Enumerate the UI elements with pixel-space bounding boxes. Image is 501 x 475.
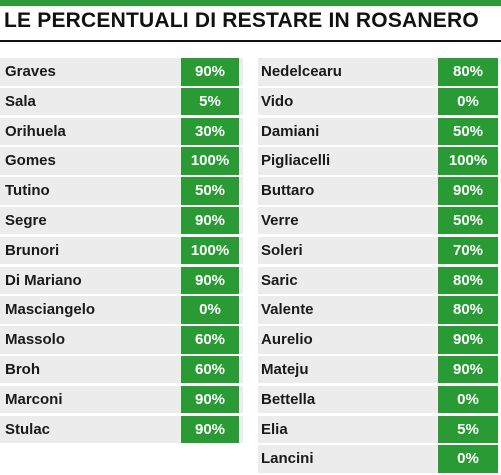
player-name: Massolo — [5, 331, 66, 349]
player-name: Lancini — [261, 450, 314, 468]
player-name: Segre — [5, 211, 47, 229]
player-row: Broh 60% — [0, 355, 243, 384]
player-percent-badge: 90% — [438, 177, 498, 205]
player-percent-badge: 100% — [181, 147, 239, 175]
player-row: Marconi 90% — [0, 385, 243, 414]
player-name: Graves — [5, 63, 56, 80]
player-name: Vido — [261, 92, 294, 110]
player-name: Orihuela — [5, 122, 66, 140]
player-row: Gomes 100% — [0, 147, 243, 175]
player-percent-badge: 80% — [438, 58, 498, 86]
player-name: Soleri — [261, 241, 303, 259]
top-accent-bar — [0, 0, 501, 6]
player-percent-badge: 50% — [181, 177, 239, 205]
player-percent-badge: 100% — [181, 236, 239, 265]
player-row: Vido 0% — [258, 87, 498, 116]
player-row: Mateju 90% — [258, 355, 498, 384]
player-percent-badge: 50% — [438, 206, 498, 235]
player-name: Mateju — [261, 360, 309, 378]
player-percent-badge: 0% — [438, 87, 498, 116]
player-percent-badge: 30% — [181, 117, 239, 146]
player-name: Broh — [5, 360, 40, 378]
player-row: Valente 80% — [258, 296, 498, 324]
player-row: Stulac 90% — [0, 415, 243, 444]
player-percent-badge: 90% — [438, 326, 498, 354]
player-percent-badge: 5% — [438, 415, 498, 444]
player-row: Elia 5% — [258, 415, 498, 444]
player-percent-badge: 5% — [181, 87, 239, 116]
player-row: Segre 90% — [0, 206, 243, 235]
player-row: Brunori 100% — [0, 236, 243, 265]
player-name: Sala — [5, 92, 36, 110]
player-name: Buttaro — [261, 182, 315, 200]
player-name: Nedelcearu — [261, 63, 342, 80]
player-row: Di Mariano 90% — [0, 266, 243, 295]
player-name: Masciangelo — [5, 301, 96, 319]
player-percent-badge: 90% — [181, 266, 239, 295]
player-name: Gomes — [5, 152, 56, 170]
player-row: Verre 50% — [258, 206, 498, 235]
player-row: Orihuela 30% — [0, 117, 243, 146]
player-row: Sala 5% — [0, 87, 243, 116]
page-title: LE PERCENTUALI DI RESTARE IN ROSANERO — [4, 9, 479, 32]
player-percent-badge: 50% — [438, 117, 498, 146]
player-row: Pigliacelli 100% — [258, 147, 498, 175]
player-name: Di Mariano — [5, 271, 82, 289]
player-row: Aurelio 90% — [258, 326, 498, 354]
player-percent-badge: 80% — [438, 296, 498, 324]
player-percent-badge: 60% — [181, 326, 239, 354]
player-name: Verre — [261, 211, 299, 229]
player-percent-badge: 60% — [181, 355, 239, 384]
player-name: Saric — [261, 271, 298, 289]
player-percent-badge: 90% — [181, 58, 239, 86]
player-name: Stulac — [5, 420, 51, 438]
player-percent-badge: 70% — [438, 236, 498, 265]
player-percent-badge: 90% — [438, 355, 498, 384]
player-percent-badge: 0% — [438, 445, 498, 473]
player-name: Marconi — [5, 390, 63, 408]
player-name: Aurelio — [261, 331, 313, 349]
player-percent-badge: 80% — [438, 266, 498, 295]
player-name: Brunori — [5, 241, 60, 259]
player-row: Masciangelo 0% — [0, 296, 243, 324]
player-row: Massolo 60% — [0, 326, 243, 354]
player-name: Tutino — [5, 182, 50, 200]
player-row: Bettella 0% — [258, 385, 498, 414]
player-row: Buttaro 90% — [258, 177, 498, 205]
title-divider — [0, 40, 501, 42]
player-name: Pigliacelli — [261, 152, 331, 170]
player-row: Saric 80% — [258, 266, 498, 295]
right-player-list: Nedelcearu 80% Vido 0% Damiani 50% Pigliace… — [258, 58, 498, 475]
player-row: Lancini 0% — [258, 445, 498, 473]
player-row: Damiani 50% — [258, 117, 498, 146]
left-player-list: Graves 90% Sala 5% Orihuela 30% Gomes 100% T… — [0, 58, 243, 445]
player-row: Graves 90% — [0, 58, 243, 86]
player-percent-badge: 0% — [438, 385, 498, 414]
player-name: Bettella — [261, 390, 316, 408]
player-row: Soleri 70% — [258, 236, 498, 265]
player-percent-badge: 90% — [181, 206, 239, 235]
player-percent-badge: 100% — [438, 147, 498, 175]
player-row: Tutino 50% — [0, 177, 243, 205]
player-percent-badge: 90% — [181, 385, 239, 414]
player-percent-badge: 90% — [181, 415, 239, 444]
player-name: Damiani — [261, 122, 320, 140]
player-name: Valente — [261, 301, 314, 319]
player-row: Nedelcearu 80% — [258, 58, 498, 86]
player-percent-badge: 0% — [181, 296, 239, 324]
player-name: Elia — [261, 420, 288, 438]
